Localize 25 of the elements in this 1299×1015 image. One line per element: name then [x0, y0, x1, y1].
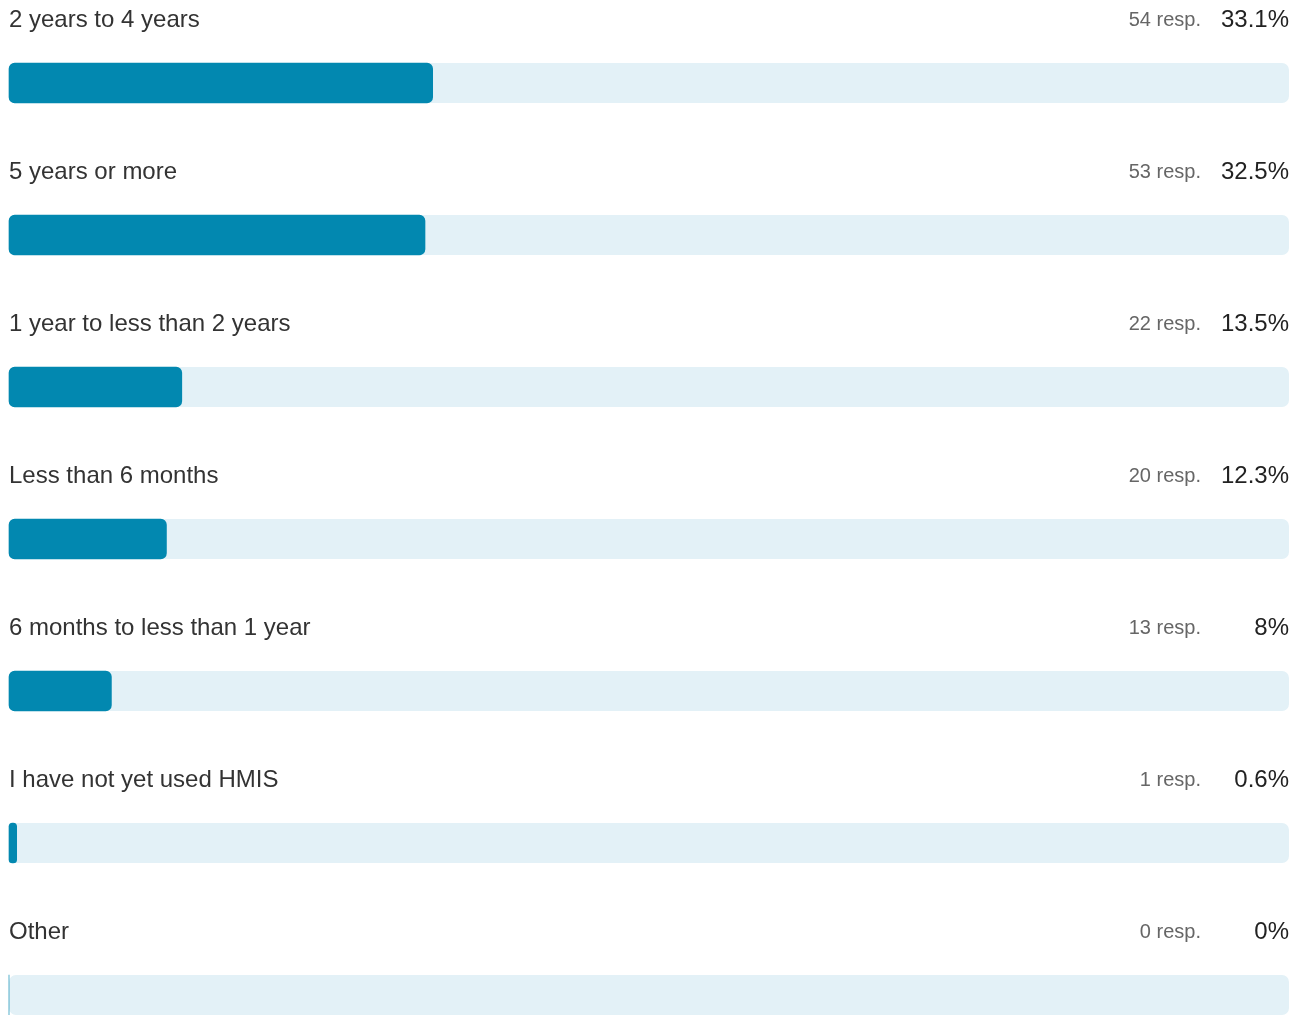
annotation: 0 resp. — [1139, 919, 1201, 942]
bar — [8, 518, 167, 560]
y-tick-label: 6 months to less than 1 year — [9, 612, 311, 640]
annotation: 1 resp. — [1139, 767, 1201, 790]
y-tick-label: Less than 6 months — [9, 460, 219, 488]
annotation: 54 resp. — [1128, 7, 1201, 30]
annotation: 20 resp. — [1128, 463, 1201, 486]
annotation: 13 resp. — [1128, 615, 1201, 638]
y-tick-label: 2 years to 4 years — [9, 4, 200, 32]
y-tick-label: Other — [9, 916, 70, 944]
bar — [8, 366, 183, 408]
data-label: 32.5% — [1220, 156, 1289, 184]
y-tick-label: I have not yet used HMIS — [9, 764, 279, 792]
data-label: 12.3% — [1220, 460, 1289, 488]
data-label: 0% — [1254, 916, 1289, 944]
data-label: 8% — [1254, 612, 1289, 640]
annotation: 22 resp. — [1128, 311, 1201, 334]
bar — [8, 822, 18, 864]
y-tick-label: 1 year to less than 2 years — [9, 308, 291, 336]
bar — [8, 670, 112, 712]
data-label: 0.6% — [1234, 764, 1289, 792]
annotation: 53 resp. — [1128, 159, 1201, 182]
y-tick-label: 5 years or more — [9, 156, 178, 184]
data-label: 13.5% — [1220, 308, 1289, 336]
data-label: 33.1% — [1220, 4, 1289, 32]
